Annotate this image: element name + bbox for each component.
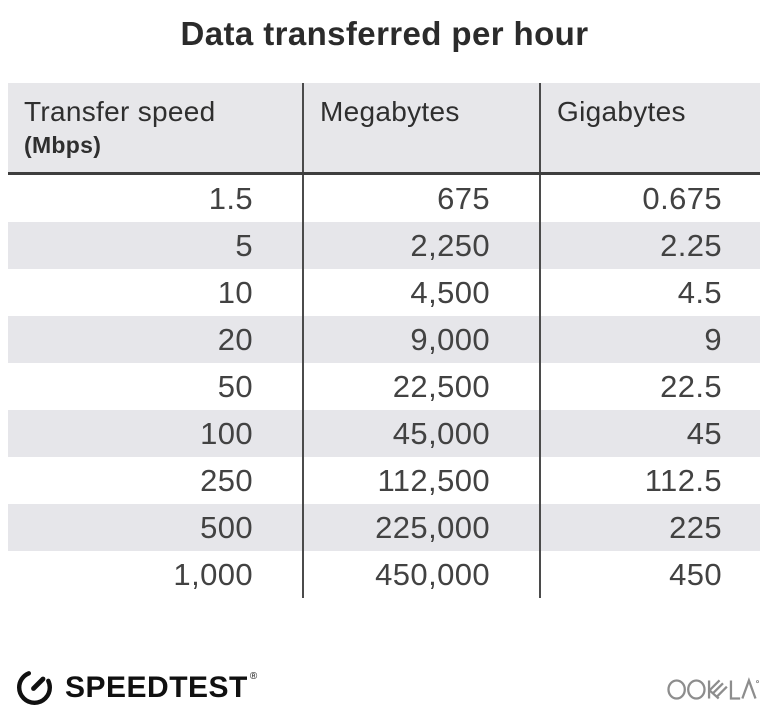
table-cell: 4,500 <box>302 269 539 316</box>
speedtest-gauge-icon <box>16 669 53 706</box>
ookla-logo-icon <box>667 677 760 700</box>
table-cell: 250 <box>200 463 253 498</box>
ookla-logo <box>667 676 760 703</box>
table-cell: 450,000 <box>302 551 539 598</box>
header-megabytes: Megabytes <box>302 83 539 172</box>
table-cell: 45 <box>539 410 760 457</box>
header-label: Transfer speed <box>24 96 216 127</box>
header-gigabytes: Gigabytes <box>539 83 760 172</box>
table-cell: 100 <box>200 416 253 451</box>
table-cell: 45,000 <box>302 410 539 457</box>
table-cell: 225 <box>539 504 760 551</box>
table-cell: 2,250 <box>302 222 539 269</box>
data-table: Transfer speed (Mbps) Megabytes Gigabyte… <box>8 83 760 598</box>
table-cell: 10 <box>217 275 253 310</box>
table-cell: 9 <box>539 316 760 363</box>
header-transfer-speed: Transfer speed (Mbps) <box>8 83 302 172</box>
table-header: Transfer speed (Mbps) Megabytes Gigabyte… <box>8 83 760 175</box>
table-row: 50 22,500 22.5 <box>8 363 760 410</box>
table-cell: 5 <box>235 228 253 263</box>
table-row: 250 112,500 112.5 <box>8 457 760 504</box>
registered-trademark-icon: ® <box>249 671 258 682</box>
table-cell: 450 <box>539 551 760 598</box>
speedtest-wordmark: SPEEDTEST <box>65 670 248 704</box>
table-row: 1,000 450,000 450 <box>8 551 760 598</box>
table-row: 500 225,000 225 <box>8 504 760 551</box>
table-cell: 500 <box>200 510 253 545</box>
speedtest-logo: SPEEDTEST ® <box>14 667 257 708</box>
page-title: Data transferred per hour <box>180 15 589 52</box>
table-cell: 50 <box>217 369 253 404</box>
table-cell: 0.675 <box>539 175 760 222</box>
header-label: Gigabytes <box>557 96 686 127</box>
table-row: 10 4,500 4.5 <box>8 269 760 316</box>
table-row: 100 45,000 45 <box>8 410 760 457</box>
header-label: Megabytes <box>320 96 460 127</box>
table-body: 1.5 675 0.675 5 2,250 2.25 10 4,500 4.5 20 9,000 9 5… <box>8 175 760 598</box>
header-sublabel: (Mbps) <box>24 132 102 158</box>
table-cell: 225,000 <box>302 504 539 551</box>
table-row: 20 9,000 9 <box>8 316 760 363</box>
table-cell: 1.5 <box>208 181 253 216</box>
table-cell: 22,500 <box>302 363 539 410</box>
table-cell: 112,500 <box>302 457 539 504</box>
table-cell: 4.5 <box>539 269 760 316</box>
table-cell: 9,000 <box>302 316 539 363</box>
table-cell: 2.25 <box>539 222 760 269</box>
table-row: 1.5 675 0.675 <box>8 175 760 222</box>
table-cell: 1,000 <box>173 557 253 592</box>
table-cell: 112.5 <box>539 457 760 504</box>
table-cell: 22.5 <box>539 363 760 410</box>
table-cell: 675 <box>302 175 539 222</box>
table-row: 5 2,250 2.25 <box>8 222 760 269</box>
table-cell: 20 <box>217 322 253 357</box>
